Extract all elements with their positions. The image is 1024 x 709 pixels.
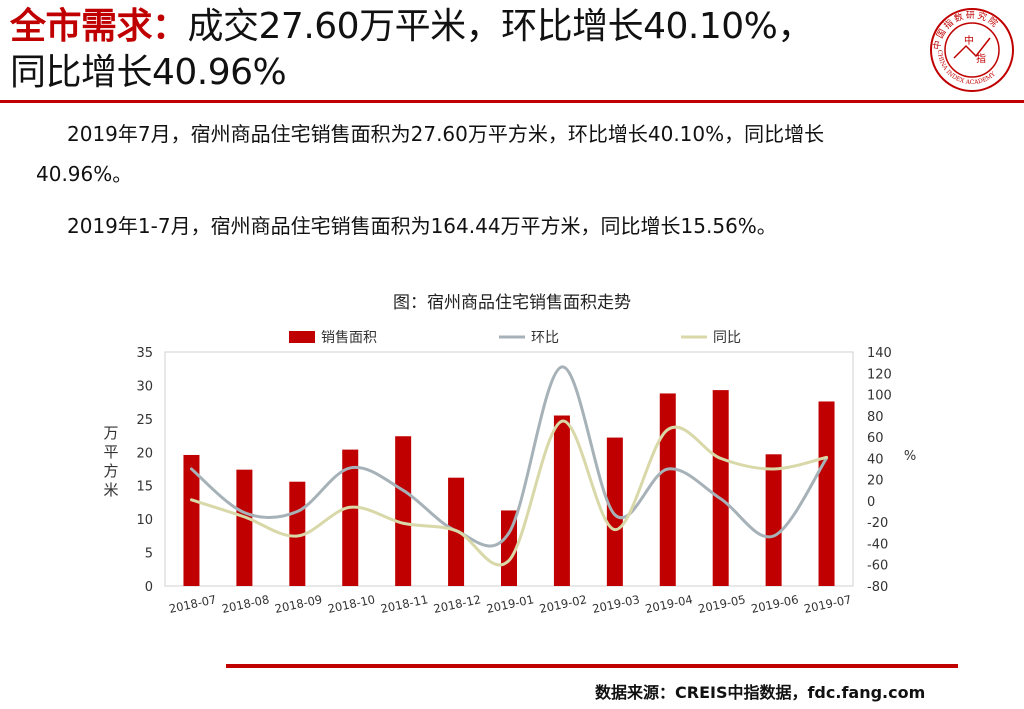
left-tick-label: 30 bbox=[136, 379, 153, 394]
paragraph-1-line-1: 2019年7月，宿州商品住宅销售面积为27.60万平方米，环比增长40.10%，… bbox=[67, 122, 825, 146]
right-tick-label: 20 bbox=[867, 474, 884, 489]
x-tick-label: 2018-12 bbox=[432, 592, 482, 616]
title-accent: 全市需求： bbox=[10, 6, 188, 47]
bar-2019-03 bbox=[606, 437, 623, 586]
right-tick-label: -60 bbox=[867, 559, 888, 574]
right-tick-label: 40 bbox=[867, 452, 884, 467]
left-tick-label: 20 bbox=[136, 446, 153, 461]
right-axis-label: % bbox=[904, 449, 916, 464]
left-tick-label: 35 bbox=[136, 346, 153, 361]
left-axis-label: 米 bbox=[103, 481, 118, 499]
title-line-2: 同比增长40.96% bbox=[10, 52, 287, 93]
right-tick-label: -20 bbox=[867, 516, 888, 531]
page-title: 全市需求：成交27.60万平米，环比增长40.10%， 同比增长40.96% bbox=[10, 4, 910, 96]
bar-2019-07 bbox=[818, 401, 835, 586]
x-tick-label: 2018-10 bbox=[326, 592, 376, 616]
x-tick-label: 2019-05 bbox=[697, 592, 747, 616]
x-tick-label: 2018-09 bbox=[274, 592, 324, 616]
right-tick-label: 60 bbox=[867, 431, 884, 446]
x-tick-label: 2018-07 bbox=[168, 592, 218, 616]
legend-label: 同比 bbox=[713, 330, 741, 346]
bar-2018-07 bbox=[183, 454, 200, 586]
x-tick-label: 2019-07 bbox=[803, 592, 853, 616]
title-rest: 成交27.60万平米，环比增长40.10%， bbox=[187, 6, 814, 47]
left-axis-label: 平 bbox=[103, 443, 118, 461]
x-tick-label: 2018-08 bbox=[221, 592, 271, 616]
x-tick-label: 2019-04 bbox=[644, 592, 694, 616]
left-tick-label: 5 bbox=[145, 547, 153, 562]
bar-2019-04 bbox=[659, 393, 676, 586]
left-tick-label: 25 bbox=[136, 413, 153, 428]
x-tick-label: 2019-06 bbox=[750, 592, 800, 616]
right-tick-label: -80 bbox=[867, 580, 888, 595]
logo-center-1: 中 bbox=[964, 34, 974, 47]
bar-2018-08 bbox=[236, 469, 253, 586]
legend-label: 环比 bbox=[531, 330, 559, 346]
right-tick-label: 120 bbox=[867, 367, 892, 382]
right-tick-label: 100 bbox=[867, 389, 892, 404]
x-tick-label: 2019-03 bbox=[591, 592, 641, 616]
line-yoy bbox=[189, 419, 829, 567]
logo-center-2: 指 bbox=[976, 52, 986, 65]
x-tick-label: 2019-02 bbox=[538, 592, 588, 616]
bar-2018-10 bbox=[342, 449, 359, 586]
title-divider bbox=[0, 100, 1024, 103]
legend: 销售面积 环比 同比 bbox=[289, 330, 741, 346]
bar-2019-06 bbox=[765, 454, 782, 586]
right-tick-label: 0 bbox=[867, 495, 875, 510]
paragraph-1-line-2: 40.96%。 bbox=[36, 162, 133, 186]
bar-2018-11 bbox=[395, 436, 412, 586]
chart-title: 图：宿州商品住宅销售面积走势 bbox=[393, 293, 631, 313]
legend-swatch bbox=[289, 331, 315, 343]
left-tick-label: 0 bbox=[145, 580, 153, 595]
line-mom bbox=[189, 365, 829, 548]
bar-2019-02 bbox=[553, 415, 570, 586]
right-tick-label: 140 bbox=[867, 346, 892, 361]
footer-divider bbox=[226, 664, 958, 668]
left-axis-label: 万 bbox=[103, 424, 118, 442]
right-tick-label: 80 bbox=[867, 410, 884, 425]
china-index-academy-logo: 中国指数研究院 CHINA INDEX ACADEMY 中 指 bbox=[930, 8, 1014, 92]
bar-2019-01 bbox=[501, 510, 517, 586]
line-series bbox=[189, 365, 829, 567]
paragraph-2: 2019年1-7月，宿州商品住宅销售面积为164.44万平方米，同比增长15.5… bbox=[67, 214, 777, 238]
x-tick-label: 2018-11 bbox=[379, 592, 429, 616]
bar-2019-05 bbox=[712, 390, 729, 586]
left-tick-label: 15 bbox=[136, 480, 153, 495]
left-tick-label: 10 bbox=[136, 513, 153, 528]
legend-label: 销售面积 bbox=[321, 330, 377, 346]
right-tick-label: -40 bbox=[867, 537, 888, 552]
x-tick-label: 2019-01 bbox=[485, 592, 535, 616]
left-axis-label: 方 bbox=[103, 462, 118, 480]
data-source: 数据来源：CREIS中指数据，fdc.fang.com bbox=[595, 683, 926, 702]
